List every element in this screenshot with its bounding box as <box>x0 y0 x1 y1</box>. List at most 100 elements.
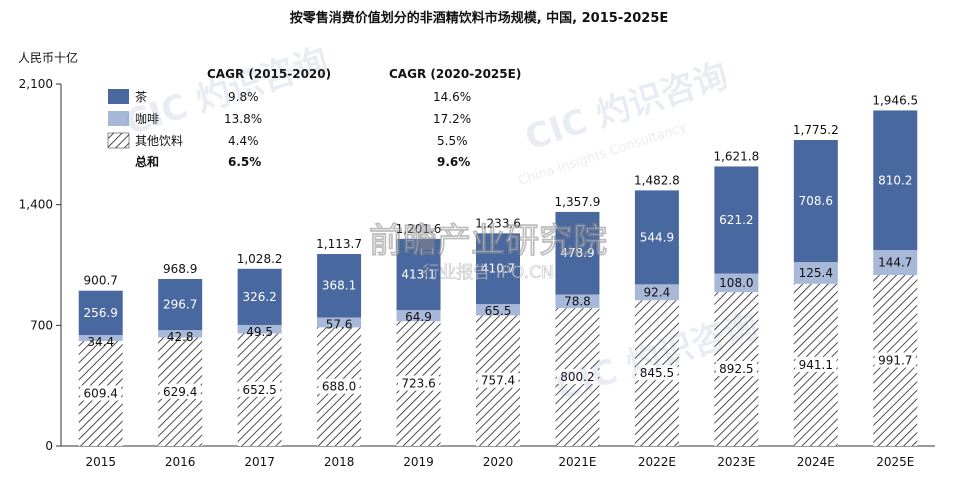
label-tea: 326.2 <box>242 290 276 304</box>
label-bg-other <box>556 369 598 385</box>
legend-swatch-coffee <box>108 111 129 126</box>
bar-coffee <box>237 324 282 334</box>
label-tea: 413.1 <box>401 267 435 281</box>
label-total: 1,113.7 <box>316 237 362 251</box>
bar-tea <box>78 290 123 336</box>
label-total: 1,201.6 <box>396 222 442 236</box>
label-bg-other <box>636 365 678 381</box>
y-tick-label: 2,100 <box>19 77 53 91</box>
bar-coffee <box>714 273 759 293</box>
label-other: 629.4 <box>163 385 197 399</box>
cagr-header-2: CAGR (2020-2025E) <box>389 67 521 81</box>
label-coffee: 108.0 <box>719 276 753 290</box>
cagr-tea-2015-2020: 9.8% <box>228 90 259 104</box>
label-coffee: 144.7 <box>878 256 912 270</box>
data-labels: 609.4 34.4 256.9 900.7 629.4 42.8 296.7 968.9 65… <box>80 93 918 401</box>
label-other: 609.4 <box>84 386 118 400</box>
legend-label-total: 总和 <box>135 154 159 169</box>
label-other: 845.5 <box>640 366 674 380</box>
bar-coffee <box>873 250 918 276</box>
axes: 0 700 1,400 2,100 2015 2016 2017 2018 2019 2020 20… <box>19 77 935 469</box>
label-bg-other <box>80 385 122 401</box>
legend-label-coffee: 咖啡 <box>135 111 159 126</box>
bar-tea <box>634 190 679 285</box>
x-tick-label: 2024E <box>797 455 835 469</box>
legend-swatch-other <box>107 132 130 149</box>
cagr-coffee-2020-2025: 17.2% <box>433 112 471 126</box>
bar-coffee <box>317 317 362 328</box>
label-bg-other <box>477 372 519 388</box>
bar-tea <box>476 233 520 305</box>
x-tick-label: 2015 <box>85 455 116 469</box>
label-tea: 256.9 <box>84 306 118 320</box>
bar-coffee <box>634 284 679 301</box>
bar-tea <box>873 110 918 251</box>
bar-tea <box>714 166 759 274</box>
cagr-total-2015-2020: 6.5% <box>228 155 261 169</box>
label-coffee: 65.5 <box>485 304 512 318</box>
cagr-table: CAGR (2015-2020) CAGR (2020-2025E) 茶 9.8… <box>107 67 521 169</box>
label-other: 688.0 <box>322 380 356 394</box>
label-coffee: 64.9 <box>405 310 432 324</box>
legend-swatch-tea <box>108 89 129 104</box>
label-coffee: 49.5 <box>246 325 273 339</box>
label-tea: 410.7 <box>481 262 515 276</box>
label-bg-other <box>239 381 281 397</box>
cagr-total-2020-2025: 9.6% <box>437 155 470 169</box>
bar-tea <box>555 211 600 295</box>
cagr-other-2015-2020: 4.4% <box>228 134 259 148</box>
bar-tea <box>317 254 362 318</box>
y-axis-label: 人民币十亿 <box>18 50 78 65</box>
label-other: 723.6 <box>401 377 435 391</box>
x-tick-label: 2017 <box>244 455 275 469</box>
label-total: 1,028.2 <box>237 252 283 266</box>
x-tick-label: 2019 <box>403 455 434 469</box>
y-tick-label: 1,400 <box>19 198 53 212</box>
bar-tea <box>237 268 282 325</box>
x-tick-label: 2021E <box>558 455 596 469</box>
label-total: 900.7 <box>84 274 118 288</box>
bar-coffee <box>793 262 838 284</box>
label-other: 941.1 <box>799 358 833 372</box>
bar-coffee <box>78 335 123 341</box>
bar-coffee <box>555 294 600 309</box>
label-bg-other <box>318 378 360 394</box>
label-coffee: 125.4 <box>799 266 833 280</box>
watermark-cic-2: CIC 灼识咨询 <box>120 40 332 143</box>
bar-coffee <box>158 330 203 338</box>
label-total: 968.9 <box>163 262 197 276</box>
label-tea: 296.7 <box>163 298 197 312</box>
watermark-qianzhan: 前瞻产业研究院 <box>369 221 607 261</box>
chart-title: 按零售消费价值划分的非酒精饮料市场规模, 中国, 2015-2025E <box>290 10 669 26</box>
x-tick-label: 2025E <box>876 455 914 469</box>
label-total: 1,946.5 <box>872 93 918 107</box>
bar-tea <box>396 238 441 311</box>
bar-coffee <box>476 304 520 316</box>
label-other: 800.2 <box>560 370 594 384</box>
bar-tea <box>793 140 838 263</box>
label-coffee: 42.8 <box>167 330 194 344</box>
label-coffee: 34.4 <box>87 335 114 349</box>
label-coffee: 57.6 <box>326 317 353 331</box>
label-bg-other <box>398 375 440 391</box>
label-bg-other <box>159 383 201 399</box>
bar-tea <box>158 278 203 331</box>
label-other: 892.5 <box>719 362 753 376</box>
label-bg-other <box>795 356 837 372</box>
x-tick-label: 2018 <box>324 455 355 469</box>
label-bg-other <box>715 361 757 377</box>
label-tea: 478.9 <box>560 246 594 260</box>
legend-label-tea: 茶 <box>135 89 147 104</box>
label-total: 1,357.9 <box>555 195 601 209</box>
watermark-center: 前瞻产业研究院 行业报告 IPO.CN <box>369 221 608 284</box>
x-tick-label: 2022E <box>638 455 676 469</box>
bar-coffee <box>396 310 441 322</box>
label-total: 1,482.8 <box>634 173 680 187</box>
label-tea: 368.1 <box>322 279 356 293</box>
label-other: 652.5 <box>242 383 276 397</box>
watermark-ipo: 行业报告 IPO.CN <box>422 263 553 283</box>
label-other: 991.7 <box>878 354 912 368</box>
y-tick-label: 0 <box>45 439 53 453</box>
x-tick-label: 2023E <box>717 455 755 469</box>
